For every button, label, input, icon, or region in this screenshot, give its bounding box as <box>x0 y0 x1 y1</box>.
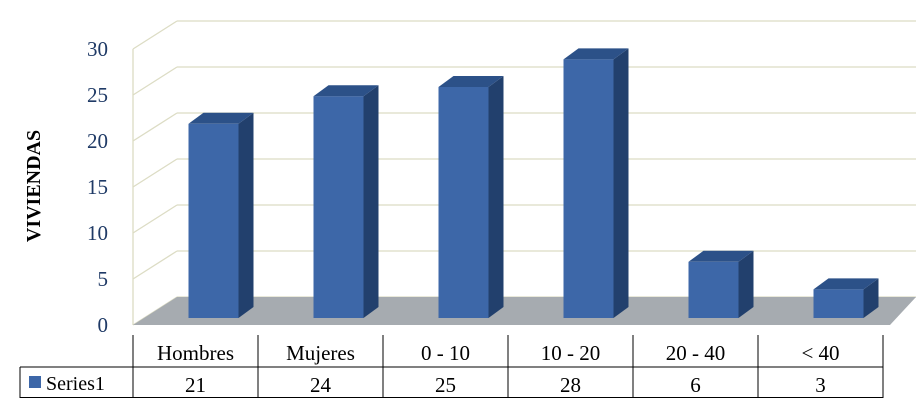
y-tick-label-6: 30 <box>87 37 108 61</box>
y-tick-label-4: 20 <box>87 129 108 153</box>
category-label-2: 0 - 10 <box>421 341 470 365</box>
bar-side-0 <box>238 112 254 318</box>
bar-side-4 <box>738 250 754 318</box>
gridline-diag-5 <box>132 66 178 96</box>
bars <box>188 48 879 319</box>
bar-side-1 <box>363 85 379 318</box>
y-tick-label-2: 10 <box>87 221 108 245</box>
gridline-diag-3 <box>132 158 178 188</box>
data-label-0: 21 <box>185 373 206 397</box>
bar-top-4 <box>688 250 754 262</box>
legend-series-name: Series1 <box>46 373 105 395</box>
y-tick-label-5: 25 <box>87 83 108 107</box>
data-label-4: 6 <box>690 373 701 397</box>
gridline-diag-1 <box>132 250 178 280</box>
bar-front-0 <box>188 123 239 318</box>
category-label-3: 10 - 20 <box>541 341 601 365</box>
category-label-0: Hombres <box>157 341 234 365</box>
bar-3 <box>563 48 629 319</box>
bar-4 <box>688 250 754 318</box>
bar-top-2 <box>438 76 504 87</box>
gridline-diag-6 <box>132 20 178 50</box>
data-label-3: 28 <box>560 373 581 397</box>
bar-top-3 <box>563 48 629 60</box>
gridlines <box>132 20 916 326</box>
bar-0 <box>188 112 254 318</box>
bar-top-0 <box>188 112 254 124</box>
bar-front-3 <box>563 59 614 319</box>
bar-side-5 <box>863 278 879 318</box>
category-label-1: Mujeres <box>286 341 355 365</box>
bar-side-3 <box>613 48 629 319</box>
bar-top-1 <box>313 85 379 97</box>
category-label-4: 20 - 40 <box>666 341 726 365</box>
gridline-diag-4 <box>132 112 178 142</box>
gridline-diag-2 <box>132 204 178 234</box>
y-tick-label-0: 0 <box>98 313 109 337</box>
data-label-1: 24 <box>310 373 332 397</box>
y-axis-label: VIVIENDAS <box>23 130 45 242</box>
y-tick-label-3: 15 <box>87 175 108 199</box>
bar-front-1 <box>313 96 364 318</box>
bar-side-2 <box>488 76 504 318</box>
bar-2 <box>438 76 504 318</box>
data-table: Hombres 21 Mujeres 24 0 - 10 25 10 - 20 28 20 - … <box>19 335 884 398</box>
bar-front-5 <box>813 289 864 318</box>
bar-front-2 <box>438 87 489 318</box>
category-label-5: < 40 <box>801 341 839 365</box>
bar-5 <box>813 278 879 318</box>
data-label-2: 25 <box>435 373 456 397</box>
bar-1 <box>313 85 379 318</box>
data-label-5: 3 <box>815 373 826 397</box>
legend-swatch <box>29 376 41 388</box>
bar-front-4 <box>688 261 739 318</box>
bar-top-5 <box>813 278 879 290</box>
y-tick-label-1: 5 <box>98 267 109 291</box>
y-axis-ticks: 0 5 10 15 20 25 30 <box>87 37 108 337</box>
